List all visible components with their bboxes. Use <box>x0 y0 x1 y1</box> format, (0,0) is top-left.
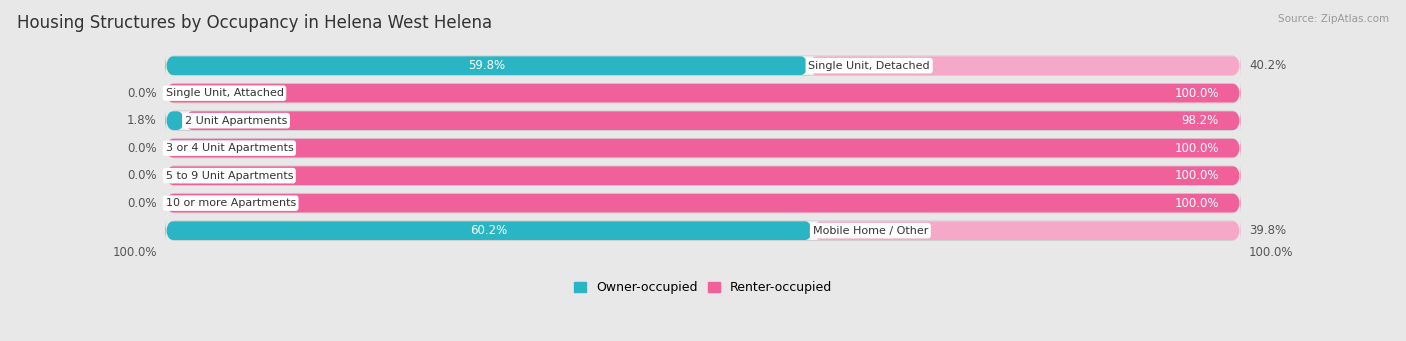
FancyBboxPatch shape <box>166 81 1240 105</box>
FancyBboxPatch shape <box>166 221 813 240</box>
Text: 100.0%: 100.0% <box>1174 197 1219 210</box>
Text: Single Unit, Attached: Single Unit, Attached <box>166 88 284 98</box>
FancyBboxPatch shape <box>808 56 1240 76</box>
FancyBboxPatch shape <box>166 56 808 76</box>
Text: Source: ZipAtlas.com: Source: ZipAtlas.com <box>1278 14 1389 24</box>
Text: 10 or more Apartments: 10 or more Apartments <box>166 198 295 208</box>
Text: 5 to 9 Unit Apartments: 5 to 9 Unit Apartments <box>166 170 292 181</box>
FancyBboxPatch shape <box>166 221 1240 240</box>
Text: 100.0%: 100.0% <box>1174 169 1219 182</box>
FancyBboxPatch shape <box>166 54 1240 77</box>
Text: 3 or 4 Unit Apartments: 3 or 4 Unit Apartments <box>166 143 294 153</box>
FancyBboxPatch shape <box>166 83 1240 103</box>
Text: 100.0%: 100.0% <box>1249 246 1294 258</box>
FancyBboxPatch shape <box>166 111 184 131</box>
FancyBboxPatch shape <box>166 83 1240 103</box>
FancyBboxPatch shape <box>166 136 1240 160</box>
Text: 0.0%: 0.0% <box>128 142 157 155</box>
FancyBboxPatch shape <box>166 138 1240 158</box>
FancyBboxPatch shape <box>166 164 1240 188</box>
Text: 60.2%: 60.2% <box>471 224 508 237</box>
Text: 39.8%: 39.8% <box>1249 224 1286 237</box>
Text: 0.0%: 0.0% <box>128 169 157 182</box>
Text: 0.0%: 0.0% <box>128 197 157 210</box>
Text: 100.0%: 100.0% <box>112 246 157 258</box>
Text: 98.2%: 98.2% <box>1182 114 1219 127</box>
Text: 1.8%: 1.8% <box>127 114 157 127</box>
FancyBboxPatch shape <box>166 166 1240 186</box>
Text: Mobile Home / Other: Mobile Home / Other <box>813 226 928 236</box>
FancyBboxPatch shape <box>166 109 1240 132</box>
Text: Single Unit, Detached: Single Unit, Detached <box>808 61 929 71</box>
Legend: Owner-occupied, Renter-occupied: Owner-occupied, Renter-occupied <box>574 281 832 294</box>
FancyBboxPatch shape <box>166 219 1240 242</box>
FancyBboxPatch shape <box>166 56 1240 76</box>
FancyBboxPatch shape <box>184 111 1240 131</box>
FancyBboxPatch shape <box>166 138 1240 158</box>
Text: 0.0%: 0.0% <box>128 87 157 100</box>
Text: Housing Structures by Occupancy in Helena West Helena: Housing Structures by Occupancy in Helen… <box>17 14 492 32</box>
FancyBboxPatch shape <box>166 193 1240 213</box>
FancyBboxPatch shape <box>166 111 1240 131</box>
FancyBboxPatch shape <box>166 191 1240 215</box>
Text: 59.8%: 59.8% <box>468 59 506 72</box>
Text: 40.2%: 40.2% <box>1249 59 1286 72</box>
FancyBboxPatch shape <box>166 166 1240 186</box>
FancyBboxPatch shape <box>166 193 1240 213</box>
Text: 100.0%: 100.0% <box>1174 87 1219 100</box>
Text: 2 Unit Apartments: 2 Unit Apartments <box>184 116 287 125</box>
FancyBboxPatch shape <box>813 221 1240 240</box>
Text: 100.0%: 100.0% <box>1174 142 1219 155</box>
